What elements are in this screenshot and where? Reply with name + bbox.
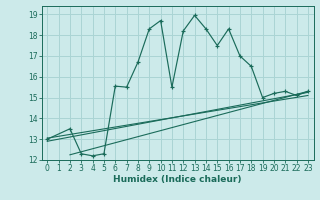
X-axis label: Humidex (Indice chaleur): Humidex (Indice chaleur) xyxy=(113,175,242,184)
